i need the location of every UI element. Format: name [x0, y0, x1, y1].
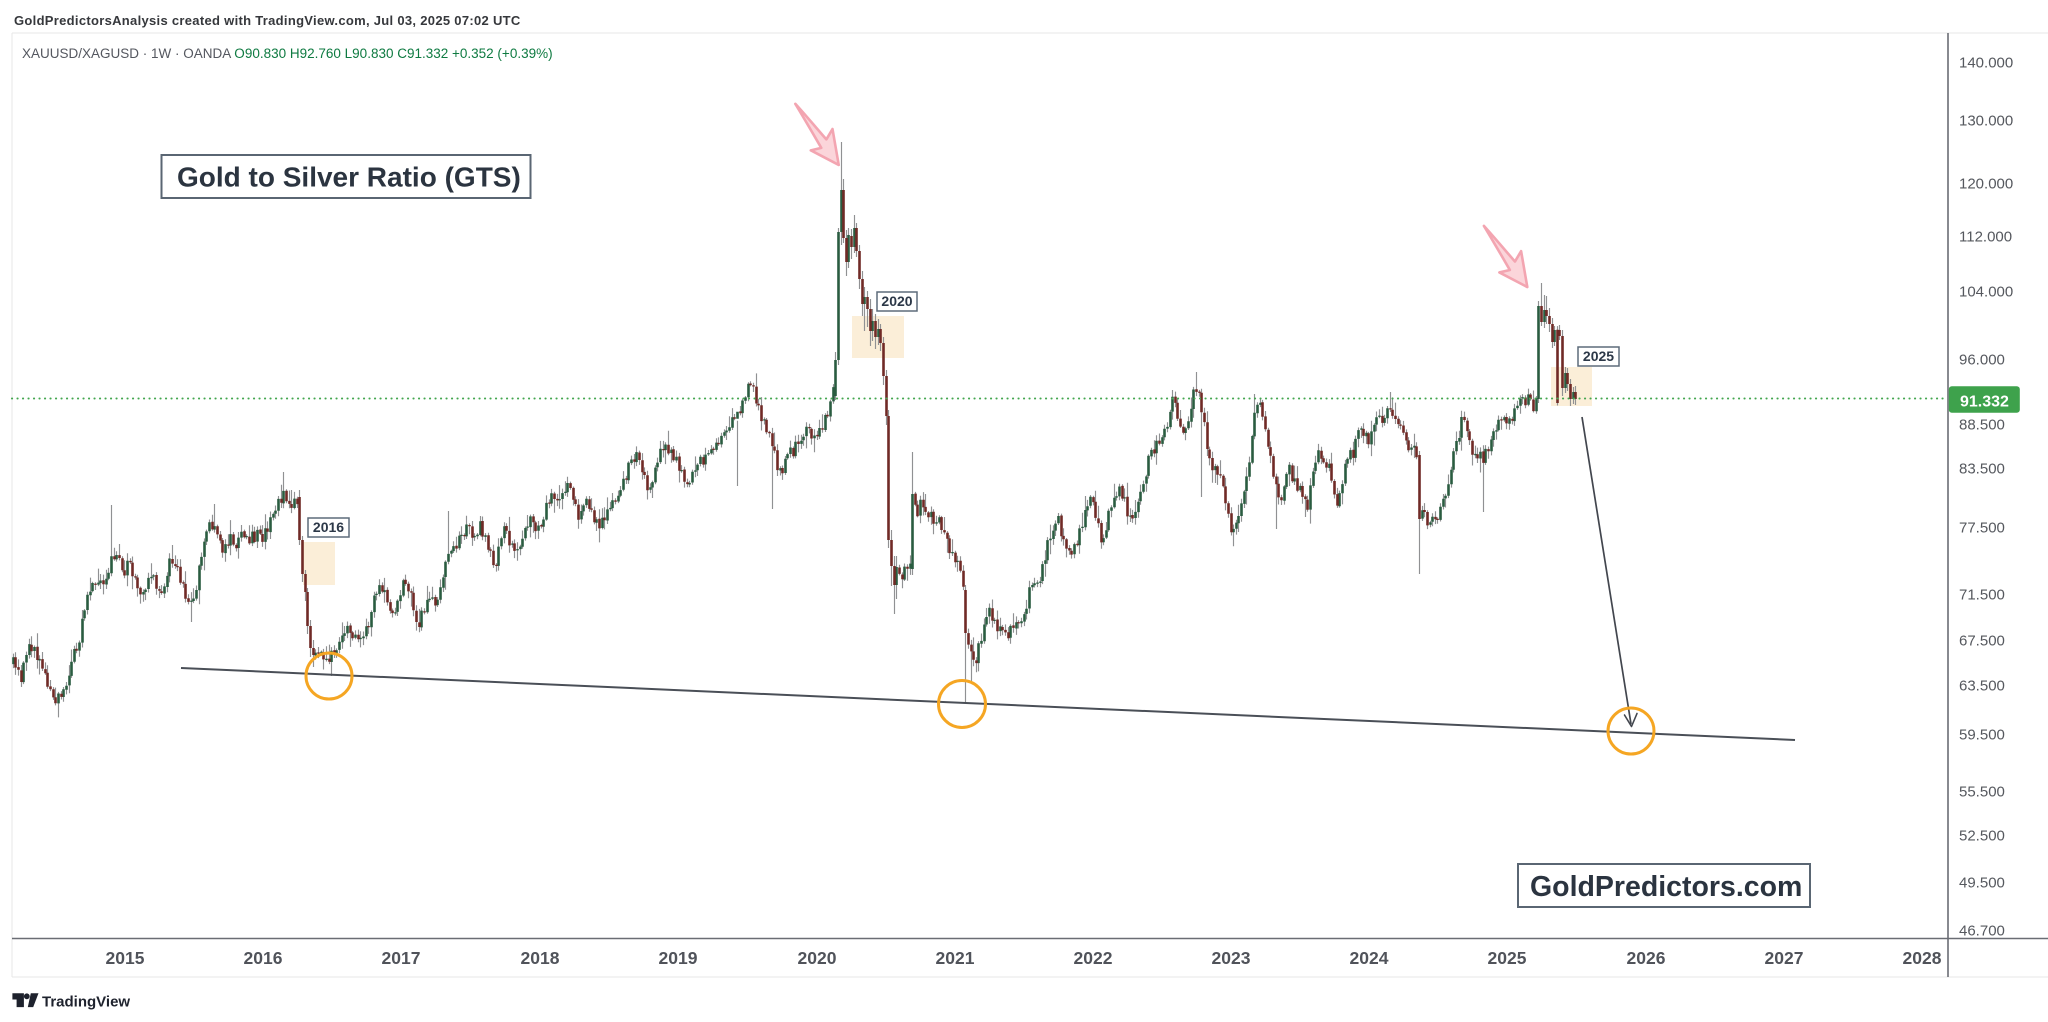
- svg-text:71.500: 71.500: [1959, 587, 2005, 604]
- svg-text:91.332: 91.332: [1960, 394, 2009, 411]
- svg-text:2024: 2024: [1350, 948, 1389, 968]
- svg-text:2018: 2018: [521, 948, 560, 968]
- svg-text:96.000: 96.000: [1959, 352, 2005, 369]
- svg-text:TradingView: TradingView: [42, 994, 130, 1011]
- svg-text:2020: 2020: [798, 948, 837, 968]
- svg-text:88.500: 88.500: [1959, 417, 2005, 434]
- svg-text:2019: 2019: [659, 948, 698, 968]
- svg-text:120.000: 120.000: [1959, 176, 2013, 193]
- svg-text:2016: 2016: [313, 519, 344, 535]
- svg-text:140.000: 140.000: [1959, 55, 2013, 72]
- svg-text:77.500: 77.500: [1959, 520, 2005, 537]
- svg-text:2025: 2025: [1583, 348, 1614, 364]
- svg-text:55.500: 55.500: [1959, 784, 2005, 801]
- svg-text:2022: 2022: [1074, 948, 1113, 968]
- svg-text:112.000: 112.000: [1959, 229, 2012, 246]
- svg-text:2027: 2027: [1765, 948, 1804, 968]
- svg-text:GoldPredictors.com: GoldPredictors.com: [1530, 871, 1802, 903]
- svg-text:46.700: 46.700: [1959, 923, 2005, 940]
- svg-text:2028: 2028: [1903, 948, 1942, 968]
- svg-text:52.500: 52.500: [1959, 828, 2005, 845]
- svg-text:Gold to Silver Ratio (GTS): Gold to Silver Ratio (GTS): [177, 162, 521, 193]
- svg-text:59.500: 59.500: [1959, 727, 2005, 744]
- svg-text:2015: 2015: [106, 948, 145, 968]
- svg-text:2020: 2020: [881, 293, 912, 309]
- svg-text:2017: 2017: [382, 948, 421, 968]
- svg-text:GoldPredictorsAnalysis created: GoldPredictorsAnalysis created with Trad…: [14, 13, 521, 28]
- svg-text:XAUUSD/XAGUSD · 1W · OANDA O9: XAUUSD/XAGUSD · 1W · OANDA O90.830 H92.7…: [22, 46, 553, 61]
- svg-text:63.500: 63.500: [1959, 678, 2005, 695]
- svg-text:104.000: 104.000: [1959, 284, 2013, 301]
- svg-text:130.000: 130.000: [1959, 113, 2013, 130]
- svg-text:2025: 2025: [1488, 948, 1527, 968]
- svg-text:83.500: 83.500: [1959, 461, 2005, 478]
- svg-text:67.500: 67.500: [1959, 633, 2005, 650]
- svg-text:2021: 2021: [936, 948, 975, 968]
- svg-text:49.500: 49.500: [1959, 875, 2005, 892]
- svg-text:2026: 2026: [1627, 948, 1666, 968]
- svg-text:2016: 2016: [244, 948, 283, 968]
- svg-text:2023: 2023: [1212, 948, 1251, 968]
